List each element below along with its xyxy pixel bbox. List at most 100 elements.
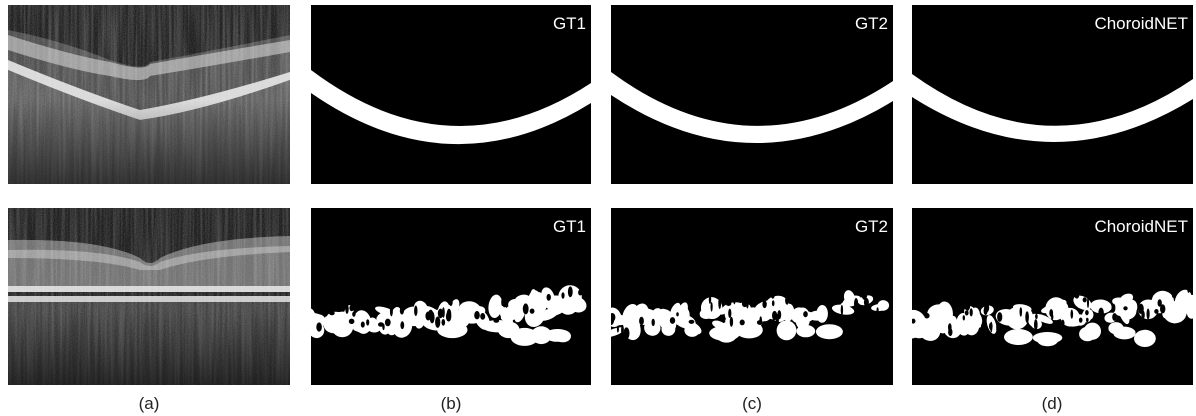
vessel-gap <box>1147 309 1150 320</box>
vessel-gap <box>1051 314 1053 321</box>
vessel-gap <box>506 287 511 297</box>
vessel-gap <box>967 307 969 311</box>
vessel-blob <box>511 328 539 346</box>
vessel-gap <box>1079 318 1083 323</box>
vessel-gap <box>996 323 999 333</box>
vessel-gap <box>523 303 529 314</box>
vessel-gap <box>718 297 721 309</box>
vessel-gap <box>730 317 733 327</box>
vessel-gap <box>965 310 969 315</box>
vessel-gap <box>689 320 695 324</box>
mask-content <box>302 208 591 385</box>
vessel-blob <box>437 322 467 339</box>
vessel-gap <box>803 311 808 317</box>
vessel-gap <box>366 319 369 325</box>
vessel-gap <box>711 302 713 312</box>
panel-caption: (d) <box>1042 394 1063 413</box>
vessel-gap <box>361 322 365 328</box>
vessel-gap <box>740 320 745 326</box>
vessel-gap <box>1074 291 1079 298</box>
vessel-gap <box>438 309 443 319</box>
figure: GT1 GT2 ChoroidNET GT1 GT2 ChoroidNET (a) (b) (… <box>0 0 1196 416</box>
overlay-label: GT2 <box>855 217 888 236</box>
vessel-blob <box>816 324 843 339</box>
vessel-gap <box>864 298 869 307</box>
vessel-blob <box>684 323 699 337</box>
vessel-gap <box>316 322 322 331</box>
vessel-gap <box>854 298 858 310</box>
vessel-gap <box>733 293 736 305</box>
vessel-gap <box>530 309 535 314</box>
vessel-gap <box>493 319 499 323</box>
vessel-gap <box>390 305 393 316</box>
vessel-gap <box>1088 293 1092 300</box>
vessel-gap <box>1141 310 1144 319</box>
vessel-blob <box>1033 332 1063 344</box>
vessel-gap <box>877 307 879 313</box>
vessel-gap <box>624 327 630 339</box>
panel-caption: (a) <box>139 394 160 413</box>
vessel-gap <box>1020 307 1023 317</box>
vessel-gap <box>1087 297 1089 308</box>
vessel-gap <box>812 287 817 293</box>
vessel-blob <box>1079 327 1096 342</box>
overlay-label: GT1 <box>553 217 586 236</box>
vessel-gap <box>1019 294 1025 303</box>
vessel-gap <box>984 306 988 315</box>
vessel-blob <box>777 321 797 341</box>
vessel-gap <box>578 290 582 296</box>
vessel-blob <box>1113 327 1135 340</box>
panel-caption: (b) <box>441 394 462 413</box>
vessel-gap <box>1086 318 1089 322</box>
vessel-blob <box>544 329 571 342</box>
vessel-gap <box>609 313 614 325</box>
overlay-label: GT2 <box>855 14 888 33</box>
vessel-gap <box>621 325 624 336</box>
mask-panel: ChoroidNET <box>912 5 1193 184</box>
vessel-gap <box>670 317 675 324</box>
vessel-gap <box>349 319 355 324</box>
vessel-gap <box>361 305 366 310</box>
vessel-gap <box>676 312 679 316</box>
vessel-gap <box>1061 320 1065 327</box>
vessel-gap <box>1123 306 1127 310</box>
vessel-gap <box>911 319 915 324</box>
mask-content <box>311 5 591 184</box>
panel-caption: (c) <box>742 394 762 413</box>
vessel-gap <box>449 298 453 306</box>
vessel-gap <box>617 326 619 333</box>
mask-background <box>611 5 893 184</box>
vessel-gap <box>890 283 895 294</box>
vessel-gap <box>728 309 731 318</box>
vessel-gap <box>990 322 992 333</box>
vessel-gap <box>890 308 895 319</box>
vessel-gap <box>381 298 386 307</box>
vessel-gap <box>871 290 875 298</box>
vessel-gap <box>446 312 451 322</box>
vessel-gap <box>580 282 584 289</box>
vessel-gap <box>329 311 335 315</box>
vessel-gap <box>777 310 781 319</box>
vessel-gap <box>425 312 431 321</box>
vessel-gap <box>1085 310 1089 315</box>
vessel-gap <box>771 288 775 299</box>
mask-panel: GT2 <box>611 5 893 184</box>
overlay-label: GT1 <box>553 14 586 33</box>
vessel-gap <box>337 304 342 312</box>
vessel-gap <box>698 305 701 312</box>
vessel-gap <box>474 311 480 319</box>
vessel-gap <box>875 282 880 288</box>
mask-panel: GT2 <box>603 208 895 385</box>
vessel-gap <box>345 304 348 314</box>
overlay-label: ChoroidNET <box>1094 217 1188 236</box>
vessel-gap <box>785 296 789 304</box>
vessel-gap <box>652 319 655 326</box>
vessel-gap <box>324 305 328 317</box>
vessel-blob <box>1134 330 1156 347</box>
vessel-gap <box>1034 319 1038 330</box>
vessel-gap <box>1112 313 1117 321</box>
vessel-gap <box>1035 314 1038 319</box>
vessel-gap <box>762 300 766 308</box>
vessel-gap <box>1083 297 1087 302</box>
vessel-gap <box>435 317 440 328</box>
